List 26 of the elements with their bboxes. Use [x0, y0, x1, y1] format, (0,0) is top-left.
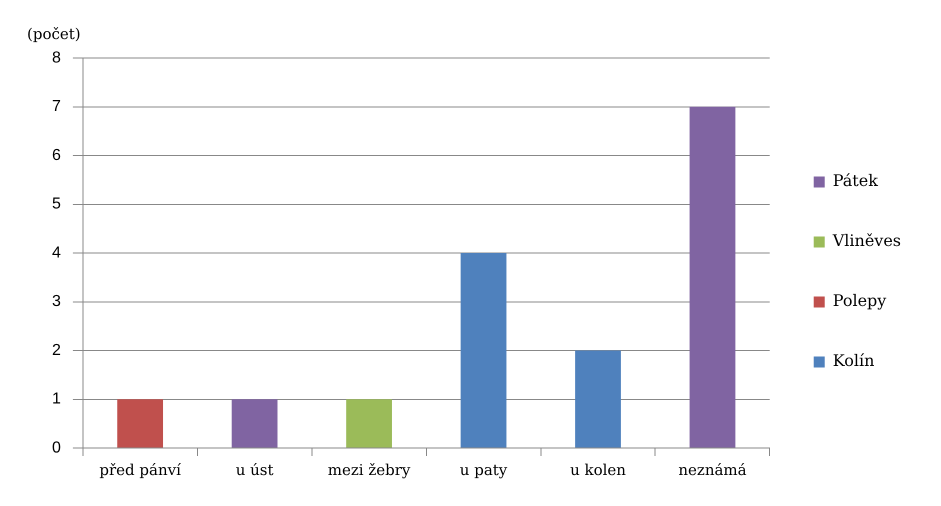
- y-tick-label: 8: [52, 49, 61, 66]
- legend-label: Pátek: [832, 171, 878, 190]
- y-tick-label: 1: [52, 390, 61, 408]
- y-tick-label: 3: [52, 293, 61, 310]
- y-tick-label: 4: [52, 244, 61, 262]
- bar: [232, 399, 278, 448]
- y-axis-title: (počet): [27, 24, 81, 43]
- x-tick-label: u úst: [236, 460, 274, 479]
- y-tick-label: 7: [52, 98, 61, 116]
- bar: [117, 399, 164, 448]
- bar: [690, 106, 736, 448]
- legend-label: Vliněves: [832, 231, 901, 250]
- x-tick-label: mezi žebry: [328, 460, 411, 479]
- x-tick-label: před pánví: [99, 460, 182, 479]
- y-tick-label: 0: [52, 439, 61, 456]
- legend-label: Polepy: [832, 291, 886, 310]
- bar: [460, 253, 506, 448]
- y-tick-label: 2: [52, 342, 61, 359]
- bar: [346, 399, 392, 448]
- x-tick-label: neznámá: [678, 460, 747, 479]
- x-tick-label: u kolen: [570, 460, 626, 479]
- y-tick-label: 5: [52, 196, 61, 213]
- bar: [575, 350, 621, 448]
- legend-label: Kolín: [832, 351, 874, 370]
- y-tick-label: 6: [52, 146, 61, 164]
- x-tick-label: u paty: [460, 460, 508, 479]
